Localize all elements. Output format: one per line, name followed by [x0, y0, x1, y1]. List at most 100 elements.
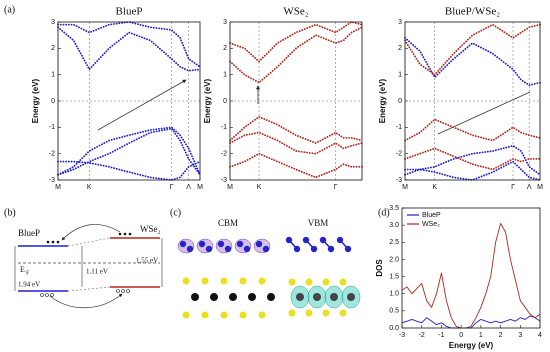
y-tick-label: 3	[51, 19, 55, 26]
se-atom	[201, 311, 209, 319]
w-atom	[347, 293, 355, 301]
se-atom	[239, 277, 247, 285]
gap-label: 1.55 eV	[136, 257, 158, 265]
p-atom	[293, 245, 301, 253]
series-line	[404, 36, 541, 87]
x-axis-label: Energy (eV)	[449, 341, 494, 350]
y-tick-label: -3	[396, 177, 402, 184]
y-tick-label: 1	[51, 72, 55, 79]
transfer-arrow	[61, 224, 121, 241]
y-tick-label: 0.5	[389, 308, 399, 315]
y-tick-label: 1.0	[389, 291, 399, 298]
w-atom	[229, 293, 237, 301]
series-line	[229, 131, 363, 155]
y-tick-label: 3	[223, 19, 227, 26]
p-atom	[285, 236, 293, 244]
se-atom	[322, 309, 330, 317]
panel-label: (b)	[4, 207, 16, 218]
x-tick-label: Λ	[527, 184, 532, 191]
x-tick-label: -3	[399, 332, 405, 339]
series-line	[404, 23, 541, 76]
y-tick-label: 2.0	[389, 256, 399, 263]
p-atom	[217, 240, 225, 248]
y-axis-label: Energy (eV)	[203, 78, 212, 123]
x-tick-label: 2	[499, 332, 503, 339]
x-tick-label: K	[87, 184, 92, 191]
p-atom	[224, 245, 232, 253]
chart-title: WSe₂	[283, 6, 308, 18]
series-line	[229, 26, 363, 84]
se-atom	[258, 277, 266, 285]
x-tick-label: Λ	[186, 184, 191, 191]
x-tick-label: Γ	[334, 184, 338, 191]
y-axis-label: Energy (eV)	[31, 78, 40, 123]
series-line	[229, 21, 363, 63]
y-tick-label: 2.5	[389, 239, 399, 246]
x-tick-label: M	[227, 184, 233, 191]
y-tick-label: -2	[396, 151, 402, 158]
p-atom	[198, 240, 206, 248]
chart-title: BlueP	[116, 6, 143, 18]
fermi-subscript: F	[26, 270, 30, 276]
y-tick-label: 3	[398, 19, 402, 26]
y-tick-label: 1	[223, 72, 227, 79]
y-tick-label: 3.0	[389, 222, 399, 229]
series-line	[404, 118, 541, 142]
gap-label: 1.11 eV	[86, 268, 108, 276]
x-tick-label: 4	[538, 332, 542, 339]
guide	[67, 237, 111, 247]
p-atom	[310, 245, 318, 253]
w-atom	[330, 293, 338, 301]
x-tick-label: 1	[479, 332, 483, 339]
y-tick-label: 0.0	[389, 325, 399, 332]
y-tick-label: 2	[223, 45, 227, 52]
electrons	[46, 232, 132, 244]
plot-frame	[401, 207, 541, 329]
y-tick-label: -2	[49, 151, 55, 158]
p-atom	[236, 240, 244, 248]
series-line	[57, 160, 201, 181]
w-atom	[296, 293, 304, 301]
p-atom	[262, 245, 270, 253]
series-line	[57, 126, 201, 176]
transition-arrow	[97, 79, 187, 131]
se-atom	[339, 309, 347, 317]
y-tick-label: -1	[221, 124, 227, 131]
y-tick-label: -3	[221, 177, 227, 184]
se-atom	[322, 278, 330, 286]
y-tick-label: 2	[51, 45, 55, 52]
w-atom	[210, 293, 218, 301]
material-label: WSe₂	[140, 224, 161, 234]
plot-frame	[229, 21, 363, 181]
x-tick-label: M	[402, 184, 408, 191]
panel-label: (c)	[170, 207, 181, 218]
p-atom	[179, 240, 187, 248]
p-atom	[319, 236, 327, 244]
x-tick-label: 3	[518, 332, 522, 339]
series-line	[401, 222, 541, 329]
se-atom	[305, 309, 313, 317]
chart-title: BlueP/WSe₂	[445, 6, 500, 18]
series-line	[57, 21, 201, 68]
orbital-title: VBM	[308, 218, 329, 228]
orbital-title: CBM	[218, 218, 238, 228]
panel-label: (d)	[378, 207, 390, 218]
se-atom	[182, 311, 190, 319]
y-tick-label: -1	[396, 124, 402, 131]
p-atom	[327, 245, 335, 253]
series-line	[229, 115, 363, 145]
y-tick-label: 0	[51, 98, 55, 105]
se-atom	[220, 277, 228, 285]
se-atom	[182, 277, 190, 285]
plot-frame	[57, 21, 201, 181]
se-atom	[288, 309, 296, 317]
w-atom	[313, 293, 321, 301]
x-tick-label: M	[55, 184, 61, 191]
p-atom	[243, 245, 251, 253]
series-line	[57, 26, 201, 72]
gap-label: 1.94 eV	[18, 281, 40, 289]
se-atom	[220, 311, 228, 319]
transition-line	[437, 91, 531, 135]
y-tick-label: -2	[221, 151, 227, 158]
